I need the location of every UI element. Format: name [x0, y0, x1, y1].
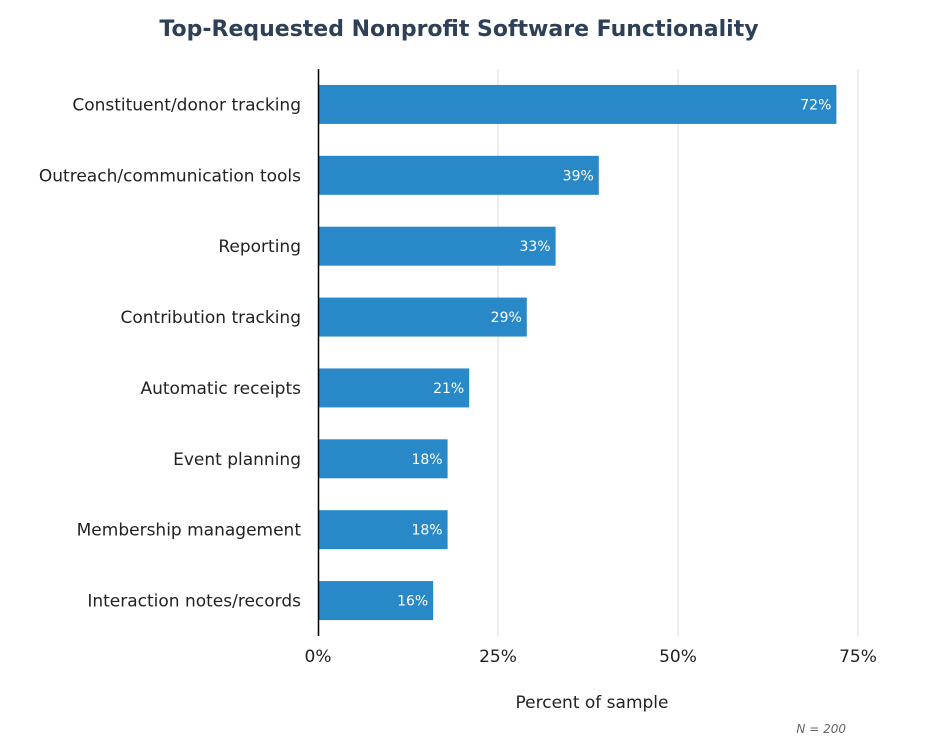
- category-label: Event planning: [173, 450, 301, 470]
- bar-value-label: 33%: [519, 239, 550, 255]
- bar: [318, 581, 434, 621]
- bar-value-label: 18%: [411, 523, 442, 539]
- category-label: Interaction notes/records: [87, 592, 301, 612]
- category-labels: Constituent/donor tracking Outreach/commu…: [39, 95, 301, 611]
- category-label: Constituent/donor tracking: [72, 95, 301, 115]
- chart-title: Top-Requested Nonprofit Software Functio…: [159, 17, 758, 42]
- x-tick-label: 50%: [659, 647, 697, 667]
- category-label: Reporting: [218, 237, 301, 257]
- x-tick-label: 25%: [479, 647, 517, 667]
- bar-value-label: 39%: [563, 168, 594, 184]
- sample-size-note: N = 200: [796, 722, 846, 736]
- bar-value-label: 72%: [800, 97, 831, 113]
- grid-lines: [497, 69, 859, 636]
- bar-value-label: 21%: [433, 381, 464, 397]
- bar: [318, 510, 448, 550]
- bar-value-label: 18%: [411, 452, 442, 468]
- bar-value-label: 29%: [491, 310, 522, 326]
- category-label: Outreach/communication tools: [39, 166, 301, 186]
- x-axis-title: Percent of sample: [516, 693, 669, 713]
- category-label: Contribution tracking: [120, 308, 301, 328]
- bar: [318, 226, 556, 266]
- bar-value-label: 16%: [397, 594, 428, 610]
- bar: [318, 84, 837, 124]
- bar: [318, 155, 599, 195]
- bar: [318, 297, 527, 337]
- bars: 72% 39% 33% 29% 21% 18% 18% 16%: [318, 84, 837, 621]
- bar: [318, 368, 470, 408]
- category-label: Automatic receipts: [140, 379, 301, 399]
- bar: [318, 439, 448, 479]
- x-tick-label: 75%: [839, 647, 877, 667]
- x-tick-labels: 0% 25% 50% 75%: [305, 647, 877, 667]
- x-tick-label: 0%: [305, 647, 332, 667]
- category-label: Membership management: [77, 521, 302, 541]
